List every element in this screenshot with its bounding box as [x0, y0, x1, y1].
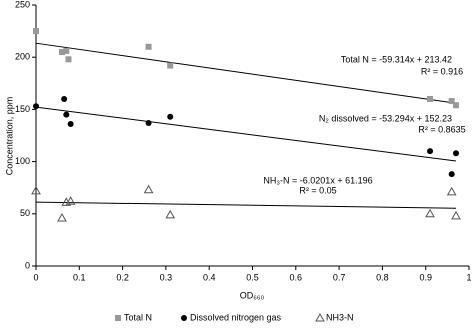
y-axis-label: Concentration, ppm	[4, 97, 14, 176]
x-tick-label: 0.1	[73, 272, 86, 282]
x-tick-label: 0	[33, 272, 38, 282]
y-tick-label: 50	[20, 208, 30, 218]
y-tick-label: 100	[15, 156, 30, 166]
point	[145, 119, 152, 126]
legend-marker	[115, 315, 121, 321]
point	[427, 95, 434, 102]
y-tick-label: 250	[15, 0, 30, 9]
point	[31, 185, 41, 195]
x-tick-label: 1	[466, 272, 471, 282]
point	[448, 98, 455, 105]
legend-label: Total N	[124, 312, 152, 322]
point	[61, 95, 68, 102]
point	[143, 184, 154, 194]
x-tick-label: 0.6	[290, 272, 303, 282]
point	[67, 121, 74, 128]
x-tick-label: 0.4	[203, 272, 216, 282]
trend-equation: NH₃-N = -6.0201x + 61.196	[263, 175, 372, 185]
point	[167, 62, 174, 69]
trend-line	[35, 106, 457, 162]
x-tick-label: 0.7	[333, 272, 346, 282]
point	[65, 56, 72, 63]
point	[425, 208, 435, 218]
point	[453, 150, 460, 157]
point	[448, 171, 455, 178]
y-tick-label: 0	[25, 260, 30, 270]
point	[167, 113, 174, 120]
point	[57, 212, 67, 222]
point	[63, 47, 70, 54]
point	[446, 186, 457, 196]
point	[63, 111, 70, 118]
x-tick-label: 0.5	[246, 272, 259, 282]
point	[58, 48, 65, 55]
point	[33, 28, 39, 35]
x-tick-label: 0.8	[376, 272, 389, 282]
point	[165, 209, 176, 219]
legend-marker	[181, 315, 187, 321]
trend-equation: Total N = -59.314x + 213.42	[341, 54, 452, 64]
trend-equation: N₂ dissolved = -53.294x + 152.23	[319, 113, 452, 123]
trend-r2: R² = 0.8635	[418, 124, 465, 134]
x-tick-label: 0.2	[116, 272, 129, 282]
x-axis-label: OD₆₆₀	[240, 290, 265, 300]
trend-line	[35, 201, 457, 209]
trend-r2: R² = 0.916	[421, 66, 463, 76]
x-tick-label: 0.3	[160, 272, 173, 282]
point	[33, 103, 39, 110]
trend-line	[35, 42, 457, 104]
point	[451, 210, 461, 220]
y-tick-label: 200	[15, 52, 30, 62]
x-tick-label: 0.9	[419, 272, 432, 282]
point	[453, 102, 460, 109]
legend-marker	[315, 312, 325, 322]
legend-label: NH3-N	[326, 312, 354, 322]
point	[427, 148, 434, 155]
legend-label: Dissolved nitrogen gas	[190, 312, 282, 322]
trend-r2: R² = 0.05	[299, 185, 336, 195]
y-tick-label: 150	[15, 104, 30, 114]
point	[65, 196, 76, 205]
point	[145, 43, 152, 50]
